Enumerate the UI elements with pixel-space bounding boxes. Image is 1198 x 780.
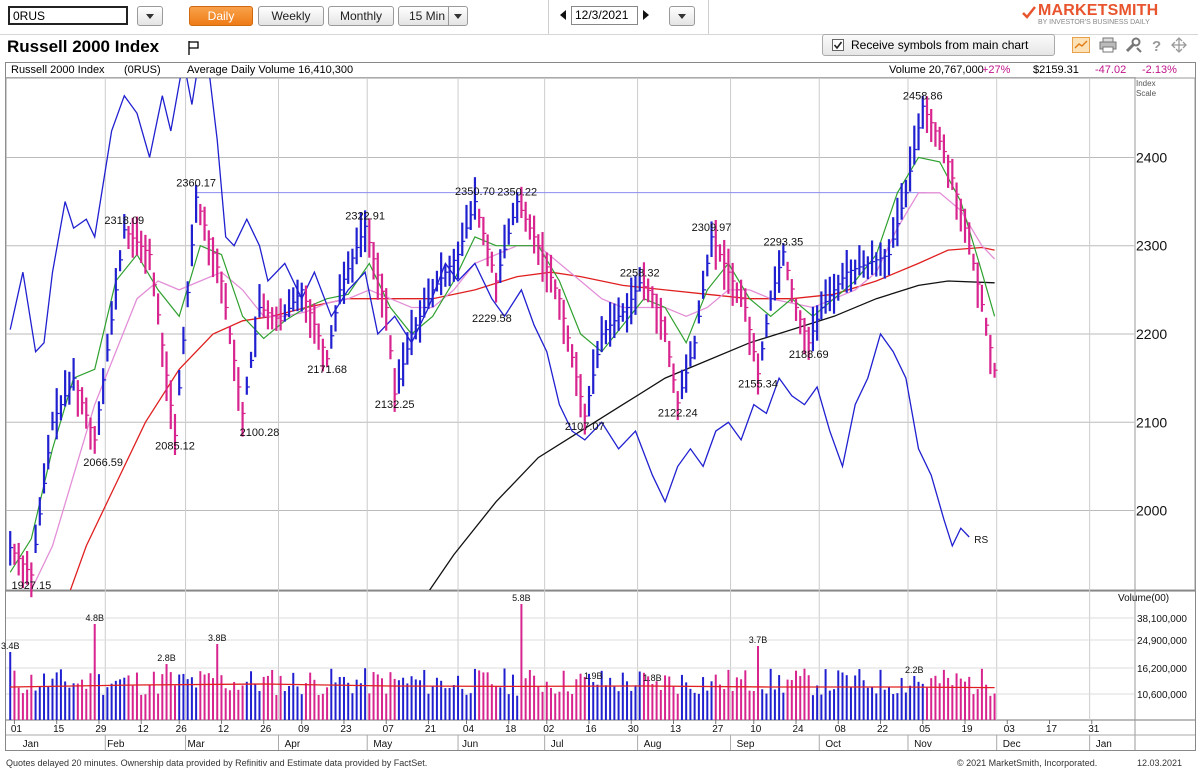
check-icon xyxy=(833,41,843,50)
next-date-arrow-icon[interactable] xyxy=(643,10,649,20)
price-value: $2159.31 xyxy=(1033,64,1079,76)
chart-tool-icon[interactable] xyxy=(1072,37,1090,53)
footer-copyright: © 2021 MarketSmith, Incorporated. xyxy=(957,758,1098,768)
svg-text:?: ? xyxy=(1152,38,1161,53)
volume-change: +27% xyxy=(982,64,1011,76)
period-weekly-button[interactable]: Weekly xyxy=(258,6,324,26)
chevron-down-icon xyxy=(678,14,686,19)
footer-date: 12.03.2021 xyxy=(1137,758,1183,768)
marketsmith-logo: MARKETSMITH BY INVESTOR'S BUSINESS DAILY xyxy=(1022,2,1188,26)
title-bar: Russell 2000 Index xyxy=(0,34,1198,62)
expand-icon[interactable] xyxy=(1170,37,1188,53)
symbol-dropdown-button[interactable] xyxy=(137,6,163,26)
price-change-pct: -2.13% xyxy=(1142,64,1177,76)
help-icon[interactable]: ? xyxy=(1148,37,1166,53)
footer: Quotes delayed 20 minutes. Ownership dat… xyxy=(0,752,1198,780)
chevron-down-icon xyxy=(448,7,467,25)
print-icon[interactable] xyxy=(1099,37,1117,53)
symbol-input[interactable] xyxy=(8,6,128,25)
page-title: Russell 2000 Index xyxy=(7,37,160,56)
date-dropdown-button[interactable] xyxy=(669,6,695,26)
divider xyxy=(708,0,709,34)
period-monthly-button[interactable]: Monthly xyxy=(328,6,394,26)
info-bar: Russell 2000 Index (0RUS) Average Daily … xyxy=(6,63,1177,78)
index-symbol: (0RUS) xyxy=(124,64,161,76)
receive-symbols-checkbox[interactable] xyxy=(832,39,844,51)
receive-symbols-toggle[interactable]: Receive symbols from main chart xyxy=(822,34,1055,56)
toolbar: Daily Weekly Monthly 15 Min 12/3/2021 MA… xyxy=(0,0,1198,35)
price-change: -47.02 xyxy=(1095,64,1127,76)
volume-value: Volume 20,767,000 xyxy=(889,64,984,76)
intraday-label: 15 Min xyxy=(409,9,446,23)
receive-symbols-label: Receive symbols from main chart xyxy=(851,38,1029,52)
divider xyxy=(548,0,549,34)
intraday-select[interactable]: 15 Min xyxy=(398,6,468,26)
flag-icon[interactable] xyxy=(188,41,200,55)
index-name: Russell 2000 Index xyxy=(11,64,105,76)
footer-disclaimer: Quotes delayed 20 minutes. Ownership dat… xyxy=(6,758,428,768)
date-input[interactable]: 12/3/2021 xyxy=(571,6,638,25)
average-volume: Average Daily Volume 16,410,300 xyxy=(187,64,354,76)
logo-check-icon xyxy=(1022,6,1036,19)
prev-date-arrow-icon[interactable] xyxy=(560,10,566,20)
period-daily-button[interactable]: Daily xyxy=(189,6,253,26)
chevron-down-icon xyxy=(146,14,154,19)
chart-frame xyxy=(5,62,1196,751)
settings-wrench-icon[interactable] xyxy=(1124,37,1142,53)
